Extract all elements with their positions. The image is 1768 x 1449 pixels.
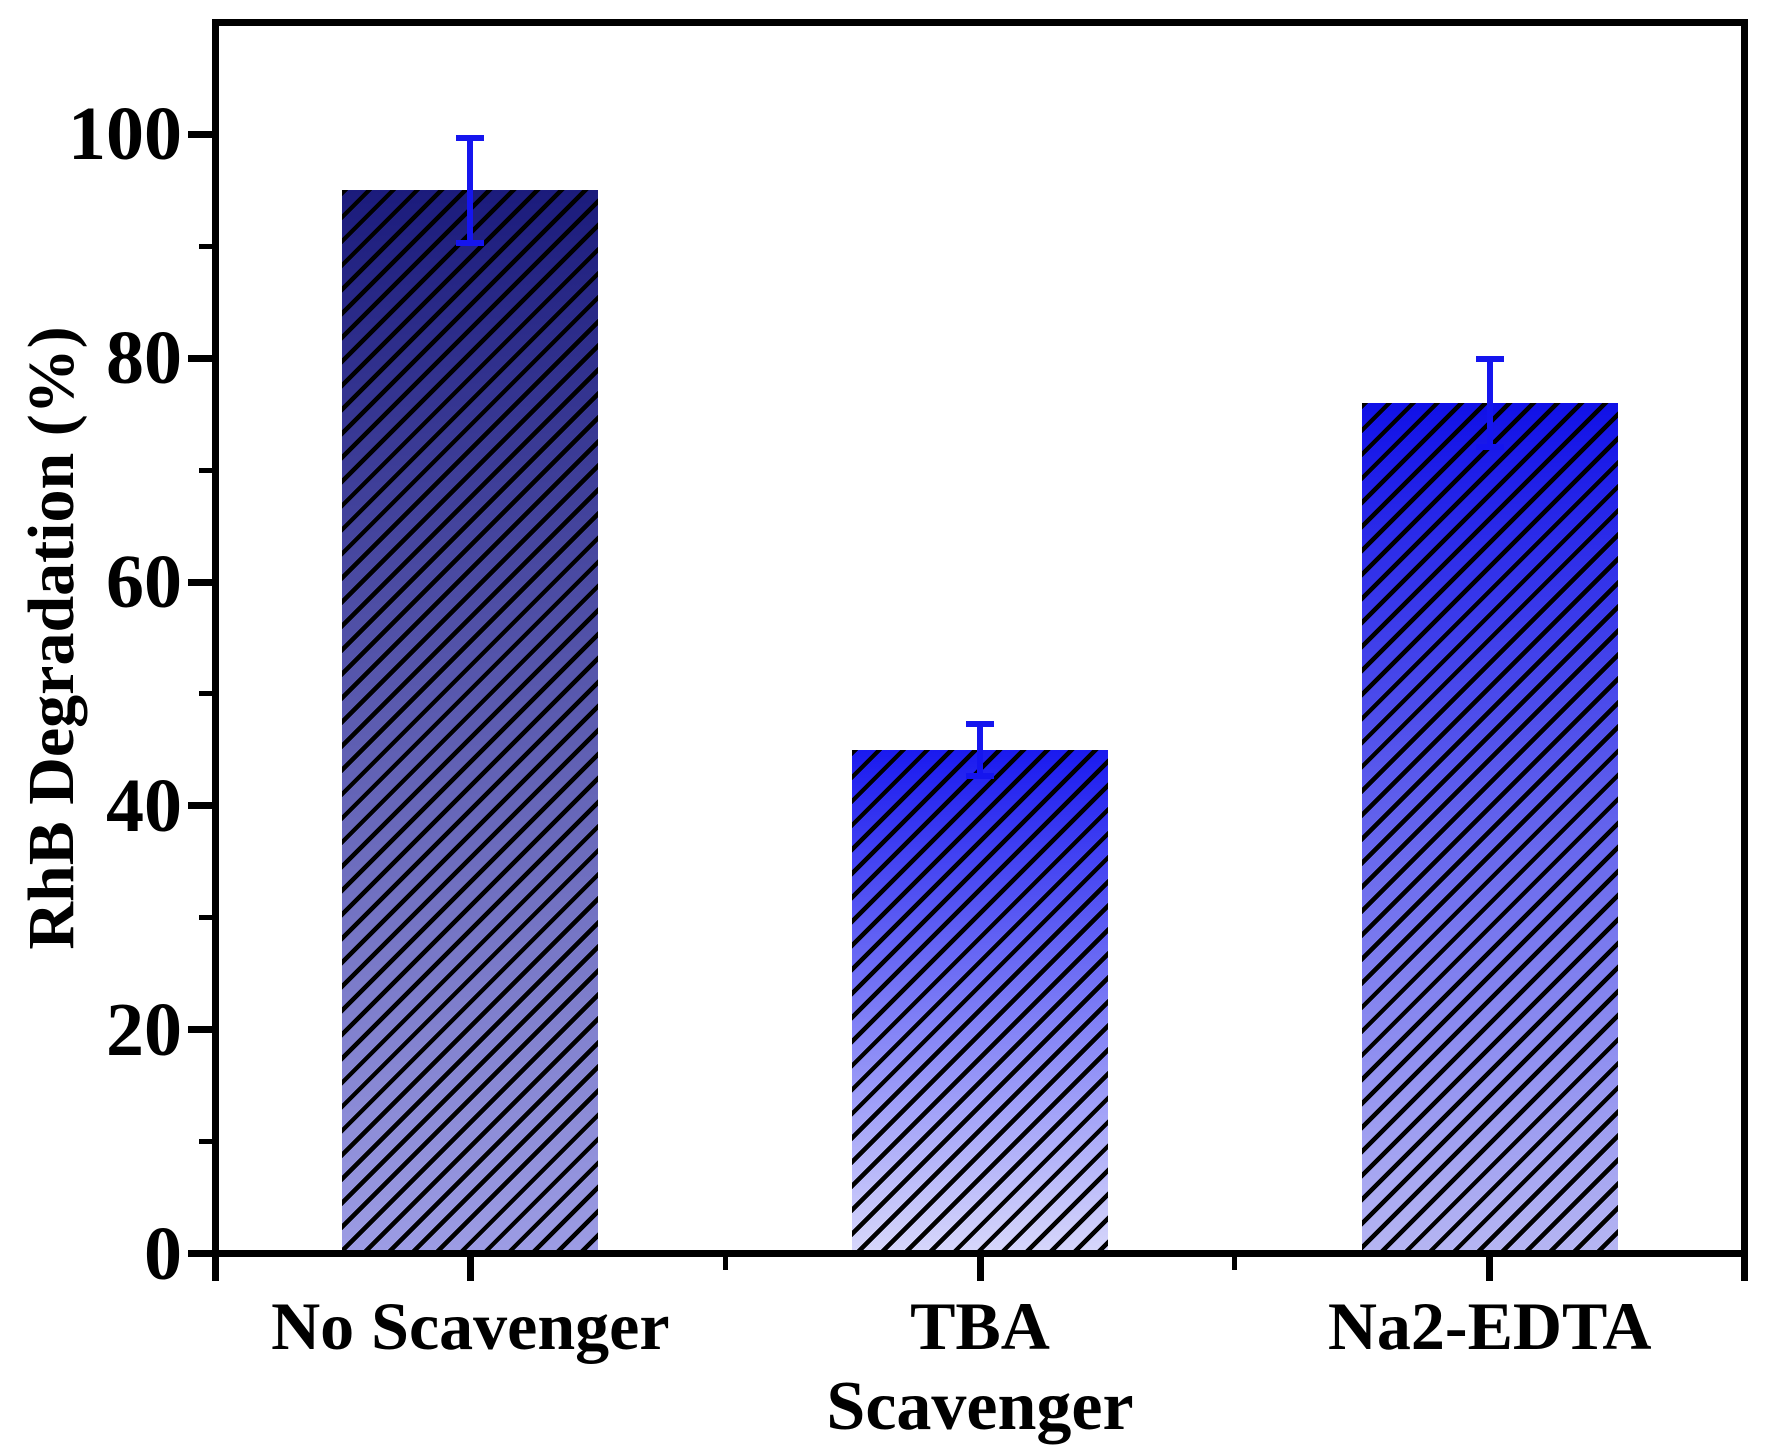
error-bar-stem-1: [977, 724, 983, 776]
bar-1: [852, 749, 1108, 1250]
error-bar-cap-top-0: [456, 134, 485, 141]
x-end-tick-0: [212, 1257, 219, 1281]
y-tick-label-60: 60: [106, 540, 182, 625]
x-axis-title: Scavenger: [826, 1368, 1134, 1445]
bar-2: [1361, 402, 1618, 1250]
y-tick-label-80: 80: [106, 316, 182, 401]
y-minor-tick-10: [199, 1139, 212, 1145]
y-minor-tick-50: [199, 691, 212, 697]
x-major-tick-2: [1486, 1257, 1494, 1281]
error-bar-cap-bottom-0: [456, 239, 485, 246]
y-tick-label-40: 40: [106, 763, 182, 848]
y-axis-title: RhB Degradation (%): [15, 326, 88, 950]
error-bar-cap-top-2: [1475, 356, 1504, 363]
y-minor-tick-30: [199, 915, 212, 921]
error-bar-stem-2: [1486, 359, 1493, 447]
error-bar-stem-0: [467, 137, 474, 243]
plot-area-border: [212, 19, 1748, 1257]
x-minor-tick-2: [1232, 1257, 1238, 1270]
error-bar-cap-bottom-2: [1475, 443, 1504, 450]
y-tick-label-20: 20: [106, 987, 182, 1072]
y-major-tick-0: [188, 1250, 212, 1257]
x-tick-label-1: TBA: [910, 1288, 1050, 1364]
error-bar-cap-bottom-1: [966, 772, 994, 779]
y-major-tick-40: [188, 802, 212, 810]
y-tick-label-0: 0: [144, 1211, 182, 1296]
y-major-tick-100: [188, 130, 212, 138]
x-minor-tick-1: [722, 1257, 728, 1270]
x-major-tick-1: [976, 1257, 984, 1281]
bar-0: [342, 190, 599, 1250]
x-tick-label-0: No Scavenger: [271, 1288, 670, 1364]
error-bar-cap-top-1: [966, 721, 994, 728]
y-minor-tick-70: [199, 467, 212, 473]
y-major-tick-80: [188, 354, 212, 362]
y-major-tick-20: [188, 1026, 212, 1034]
x-major-tick-0: [466, 1257, 474, 1281]
y-major-tick-60: [188, 578, 212, 586]
y-minor-tick-90: [199, 243, 212, 249]
y-tick-label-100: 100: [68, 92, 182, 177]
x-end-tick-1: [1741, 1257, 1748, 1281]
x-tick-label-2: Na2-EDTA: [1327, 1288, 1652, 1364]
